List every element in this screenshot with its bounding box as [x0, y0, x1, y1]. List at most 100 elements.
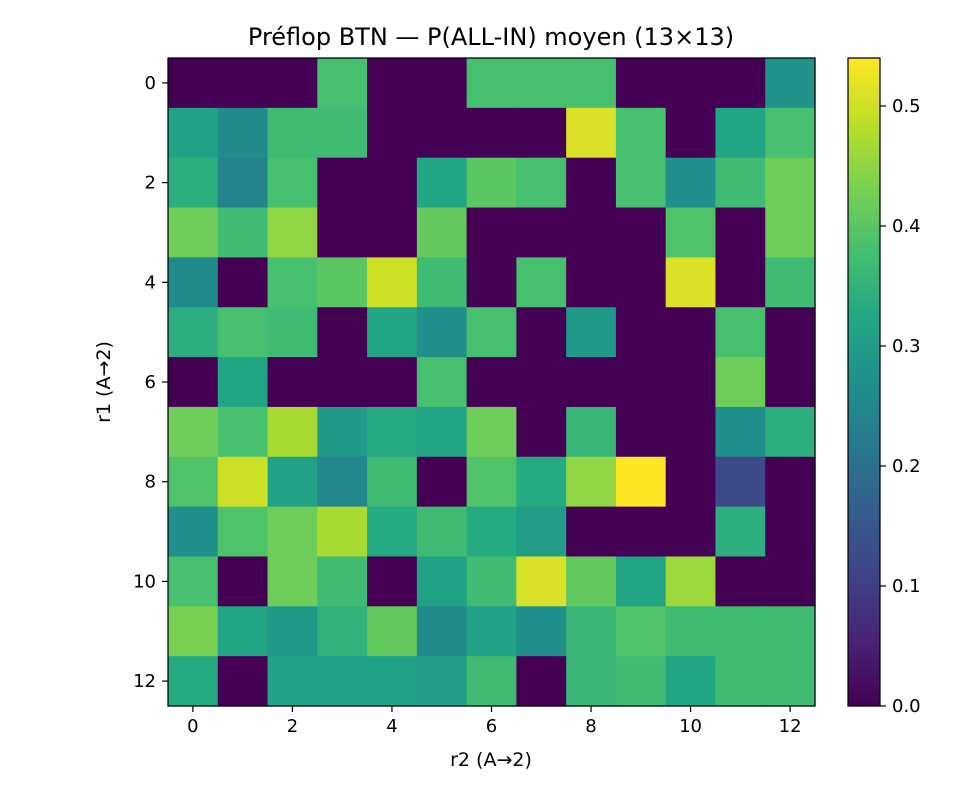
heatmap-cell-r2-c6 [466, 157, 517, 209]
heatmap-cell-r7-c8 [566, 406, 617, 458]
heatmap-cell-r4-c2 [267, 257, 318, 308]
heatmap-cell-r10-c11 [715, 556, 766, 607]
heatmap-cell-r5-c7 [516, 307, 567, 358]
heatmap-cell-r5-c9 [615, 307, 667, 358]
heatmap-cell-r1-c8 [566, 107, 617, 159]
heatmap-cell-r11-c12 [765, 606, 816, 657]
heatmap-cell-r0-c3 [317, 58, 368, 109]
heatmap-cell-r0-c2 [267, 58, 318, 109]
y-tick-label-4: 4 [145, 272, 156, 293]
heatmap-cell-r12-c9 [615, 656, 667, 707]
heatmap-cell-r0-c7 [516, 58, 567, 109]
heatmap-cell-r6-c1 [217, 357, 269, 408]
y-tick-label-12: 12 [133, 671, 156, 692]
heatmap-cell-r0-c9 [615, 58, 667, 109]
heatmap-cell-r2-c3 [317, 157, 368, 209]
heatmap-cell-r6-c2 [267, 357, 318, 408]
heatmap-cell-r0-c10 [665, 58, 717, 109]
heatmap-cell-r8-c1 [217, 456, 269, 508]
heatmap-cell-r1-c3 [317, 107, 368, 159]
heatmap-cell-r6-c9 [615, 357, 667, 408]
heatmap-cell-r12-c1 [217, 656, 269, 707]
heatmap-cell-r6-c6 [466, 357, 517, 408]
heatmap-cell-r10-c0 [168, 556, 219, 607]
heatmap-cell-r3-c8 [566, 207, 617, 258]
heatmap-cell-r4-c3 [317, 257, 368, 308]
heatmap-cell-r9-c10 [665, 506, 717, 558]
heatmap-cell-r10-c4 [367, 556, 418, 607]
heatmap-cell-r9-c12 [765, 506, 816, 558]
x-tick-label-8: 8 [585, 716, 596, 737]
heatmap-cell-r3-c9 [615, 207, 667, 258]
y-axis-label: r1 (A→2) [93, 341, 115, 423]
heatmap-cell-r8-c4 [367, 456, 418, 508]
heatmap-cell-r6-c12 [765, 357, 816, 408]
heatmap-cell-r9-c4 [367, 506, 418, 558]
heatmap-cell-r4-c7 [516, 257, 567, 308]
heatmap-cell-r4-c8 [566, 257, 617, 308]
colorbar-tick-label-0.3: 0.3 [892, 336, 921, 357]
heatmap-cell-r5-c10 [665, 307, 717, 358]
heatmap-cell-r7-c10 [665, 406, 717, 458]
heatmap-cell-r12-c6 [466, 656, 517, 707]
heatmap-cell-r7-c4 [367, 406, 418, 458]
heatmap-cell-r5-c8 [566, 307, 617, 358]
heatmap-cell-r8-c9 [615, 456, 667, 508]
colorbar-tick-label-0.2: 0.2 [892, 456, 921, 477]
heatmap-cell-r8-c12 [765, 456, 816, 508]
colorbar-tick-label-0.4: 0.4 [892, 216, 921, 237]
heatmap-cell-r9-c0 [168, 506, 219, 558]
colorbar-tick-label-0.5: 0.5 [892, 96, 921, 117]
y-tick-label-6: 6 [145, 372, 156, 393]
heatmap-cell-r1-c6 [466, 107, 517, 159]
heatmap-cell-r5-c6 [466, 307, 517, 358]
heatmap-cell-r9-c1 [217, 506, 269, 558]
x-tick-label-12: 12 [779, 716, 802, 737]
heatmap-cell-r9-c6 [466, 506, 517, 558]
heatmap-cell-r0-c1 [217, 58, 269, 109]
heatmap-cell-r8-c5 [416, 456, 468, 508]
heatmap-cell-r4-c9 [615, 257, 667, 308]
heatmap-cell-r3-c7 [516, 207, 567, 258]
heatmap-cell-r4-c1 [217, 257, 269, 308]
heatmap-cell-r1-c9 [615, 107, 667, 159]
heatmap-cell-r8-c7 [516, 456, 567, 508]
heatmap-cell-r4-c11 [715, 257, 766, 308]
heatmap-cell-r6-c4 [367, 357, 418, 408]
heatmap-cell-r3-c10 [665, 207, 717, 258]
heatmap-cell-r12-c11 [715, 656, 766, 707]
heatmap-cell-r11-c3 [317, 606, 368, 657]
colorbar-tick-label-0.1: 0.1 [892, 576, 921, 597]
heatmap-cell-r12-c10 [665, 656, 717, 707]
heatmap-cell-r4-c0 [168, 257, 219, 308]
heatmap-cell-r2-c7 [516, 157, 567, 209]
heatmap-cell-r3-c4 [367, 207, 418, 258]
heatmap-cell-r0-c5 [416, 58, 468, 109]
heatmap-cell-r12-c4 [367, 656, 418, 707]
heatmap-cell-r4-c4 [367, 257, 418, 308]
heatmap-cell-r8-c2 [267, 456, 318, 508]
y-tick-label-2: 2 [145, 173, 156, 194]
heatmap-cell-r2-c9 [615, 157, 667, 209]
colorbar-ticks: 0.0 0.1 0.2 0.3 0.4 0.5 [880, 96, 921, 717]
heatmap-cell-r11-c9 [615, 606, 667, 657]
heatmap-cell-r9-c11 [715, 506, 766, 558]
heatmap-cell-r6-c8 [566, 357, 617, 408]
heatmap-cell-r5-c11 [715, 307, 766, 358]
y-tick-label-8: 8 [145, 472, 156, 493]
heatmap-cell-r4-c10 [665, 257, 717, 308]
heatmap-cell-r7-c0 [168, 406, 219, 458]
heatmap-cell-r5-c2 [267, 307, 318, 358]
heatmap-cell-r10-c7 [516, 556, 567, 607]
heatmap-cell-r2-c2 [267, 157, 318, 209]
heatmap-cell-r7-c12 [765, 406, 816, 458]
heatmap-cell-r10-c12 [765, 556, 816, 607]
heatmap-cell-r12-c3 [317, 656, 368, 707]
heatmap-cell-r12-c12 [765, 656, 816, 707]
x-axis-label: r2 (A→2) [450, 749, 532, 771]
heatmap-cell-r5-c1 [217, 307, 269, 358]
heatmap-cell-r9-c8 [566, 506, 617, 558]
heatmap-cell-r11-c8 [566, 606, 617, 657]
heatmap-cell-r11-c7 [516, 606, 567, 657]
heatmap-cell-r3-c2 [267, 207, 318, 258]
